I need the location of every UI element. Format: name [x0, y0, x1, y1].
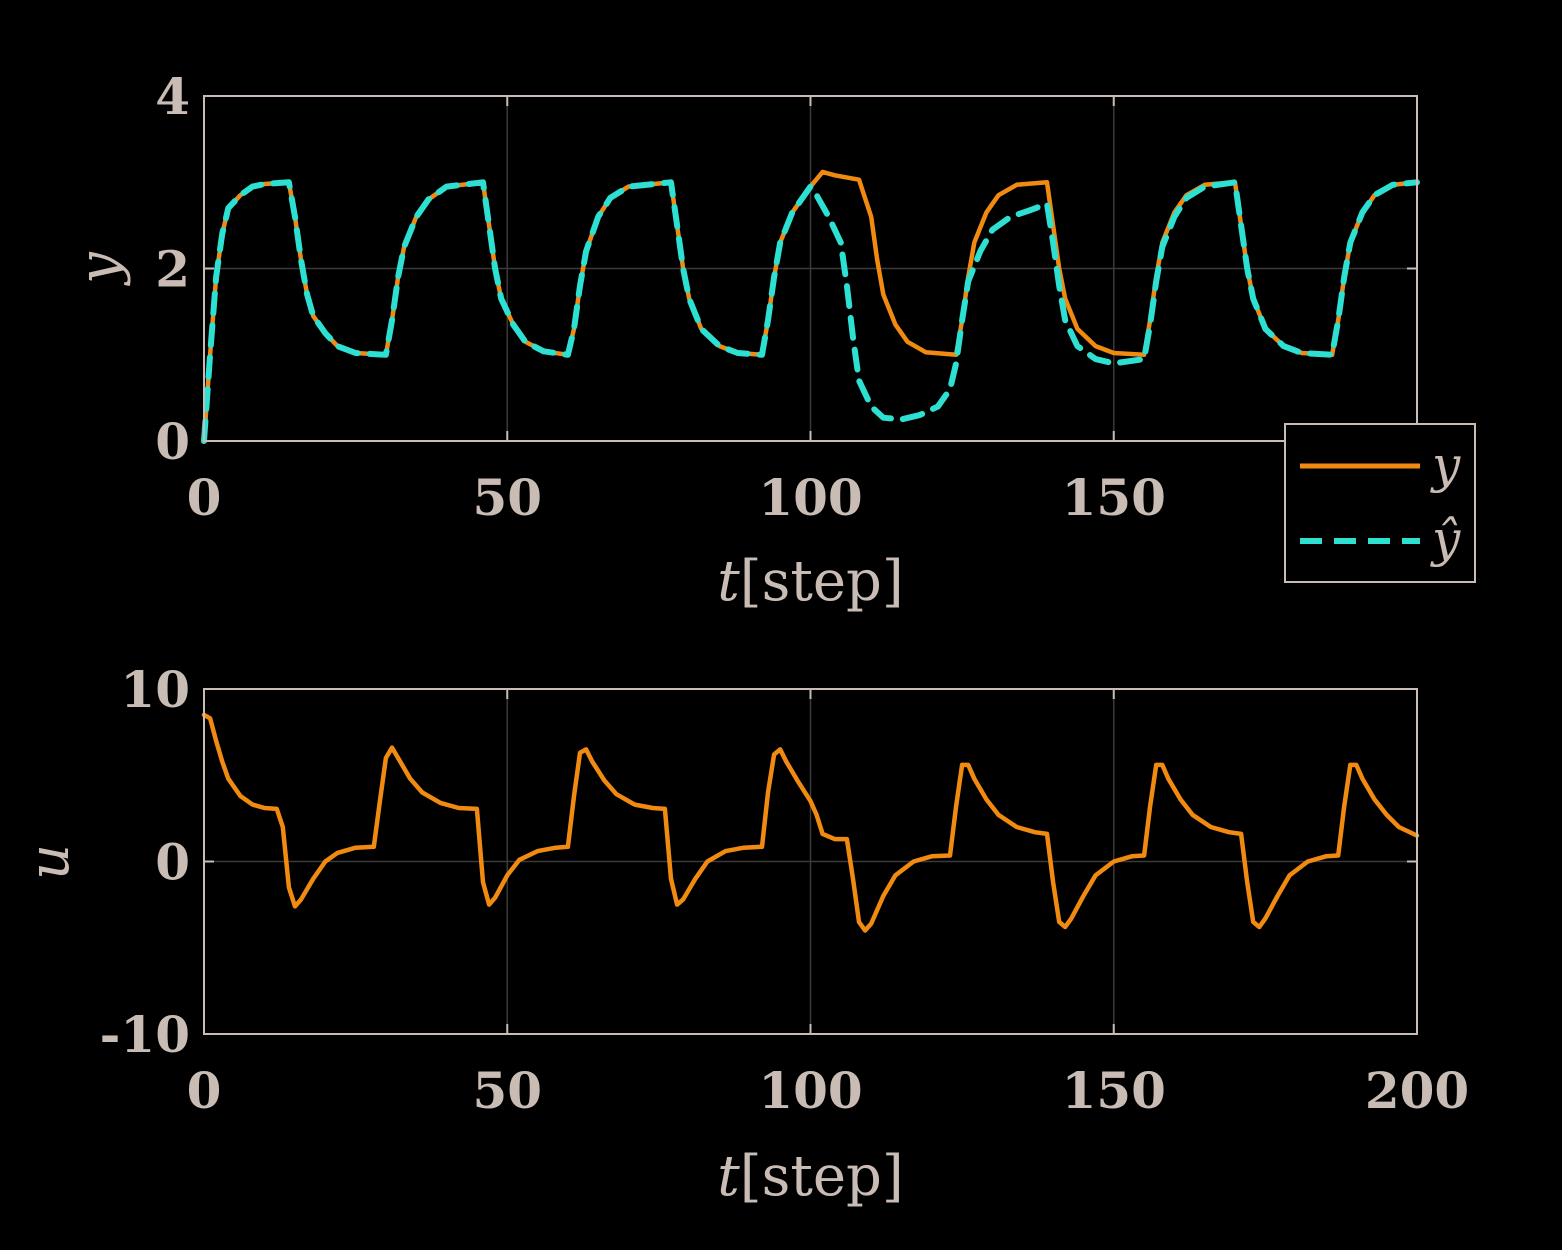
output-plot-xlabel: t[step]: [717, 549, 903, 614]
output-plot-xlabel-var: t: [717, 549, 740, 614]
x-tick-label: 50: [472, 468, 542, 527]
x-tick-label: 100: [758, 468, 862, 527]
y-tick-label: 10: [120, 660, 190, 719]
input-plot-xlabel-var: t: [717, 1144, 740, 1209]
output-plot-xlabel-unit: [step]: [740, 549, 904, 614]
x-tick-label: 0: [187, 1061, 222, 1120]
series-line-yhat: [201, 179, 1420, 444]
input-plot-grid: [203, 688, 1418, 1035]
x-tick-label: 150: [1062, 1061, 1166, 1120]
legend-box: [1284, 423, 1476, 583]
x-tick-label: 100: [758, 1061, 862, 1120]
output-plot-ticks: 0 50 100 150 0 2 4: [155, 67, 1417, 527]
y-tick-label: 4: [155, 67, 190, 126]
legend: y ŷ: [1284, 423, 1476, 583]
output-plot-ylabel: y: [67, 251, 132, 287]
x-tick-label: 0: [187, 468, 222, 527]
y-tick-label: 0: [155, 833, 190, 892]
y-tick-label: -10: [100, 1005, 190, 1064]
y-tick-label: 0: [155, 412, 190, 471]
legend-label-y: y: [1430, 436, 1461, 494]
output-plot: 0 50 100 150 0 2 4 y t[step]: [67, 67, 1420, 614]
input-plot-ylabel: u: [17, 844, 82, 880]
legend-label-yhat: ŷ: [1430, 510, 1461, 568]
output-plot-series: [201, 169, 1420, 444]
x-tick-label: 150: [1062, 468, 1166, 527]
series-line-u: [201, 712, 1420, 933]
output-plot-grid: [203, 95, 1417, 442]
input-plot-xlabel-unit: [step]: [740, 1144, 904, 1209]
x-tick-label: 200: [1365, 1061, 1469, 1120]
y-tick-label: 2: [155, 240, 190, 299]
x-tick-label: 50: [472, 1061, 542, 1120]
input-plot-series: [201, 712, 1420, 933]
input-plot-xlabel: t[step]: [717, 1144, 903, 1209]
